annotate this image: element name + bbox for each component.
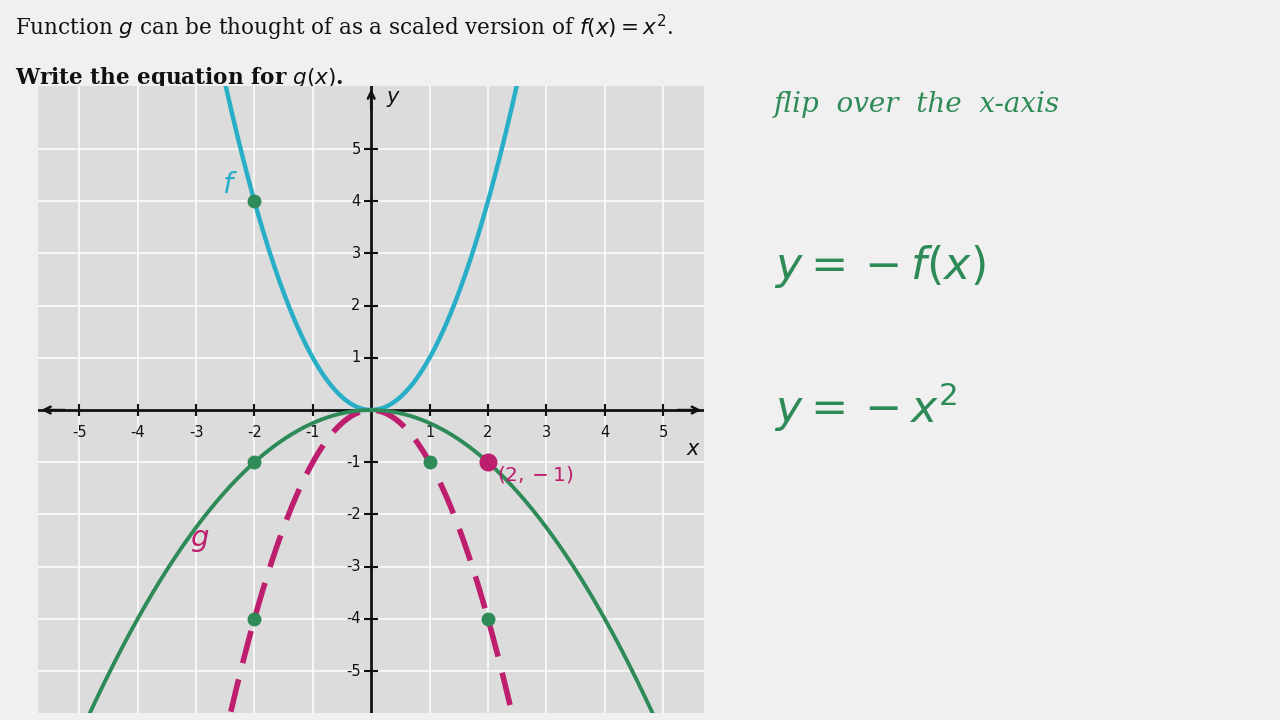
Text: -4: -4: [346, 611, 361, 626]
Text: $y = -x^2$: $y = -x^2$: [773, 380, 957, 433]
Text: Write the equation for $g(x)$.: Write the equation for $g(x)$.: [15, 65, 344, 91]
Text: $y = -f(x)$: $y = -f(x)$: [773, 243, 986, 290]
Text: 2: 2: [351, 298, 361, 313]
Text: 5: 5: [352, 142, 361, 156]
Text: -3: -3: [346, 559, 361, 574]
Text: 4: 4: [600, 425, 609, 440]
Text: $f$: $f$: [223, 171, 238, 199]
Text: $y$: $y$: [385, 89, 401, 109]
Text: -4: -4: [131, 425, 145, 440]
Text: $x$: $x$: [686, 438, 701, 459]
Text: $(2, -1)$: $(2, -1)$: [497, 464, 573, 485]
Text: 3: 3: [352, 246, 361, 261]
Text: 3: 3: [541, 425, 550, 440]
Text: $g$: $g$: [191, 526, 210, 554]
Text: -2: -2: [247, 425, 262, 440]
Text: 1: 1: [425, 425, 434, 440]
Text: flip  over  the  x-axis: flip over the x-axis: [773, 91, 1060, 118]
Text: Function $g$ can be thought of as a scaled version of $f(x) = x^2$.: Function $g$ can be thought of as a scal…: [15, 13, 673, 43]
Text: -5: -5: [346, 664, 361, 678]
Text: -5: -5: [72, 425, 87, 440]
Text: 4: 4: [352, 194, 361, 209]
Text: -1: -1: [346, 455, 361, 469]
Text: 2: 2: [484, 425, 493, 440]
Text: -1: -1: [306, 425, 320, 440]
Text: -3: -3: [188, 425, 204, 440]
Text: 5: 5: [658, 425, 668, 440]
Text: -2: -2: [346, 507, 361, 522]
Text: 1: 1: [352, 351, 361, 365]
